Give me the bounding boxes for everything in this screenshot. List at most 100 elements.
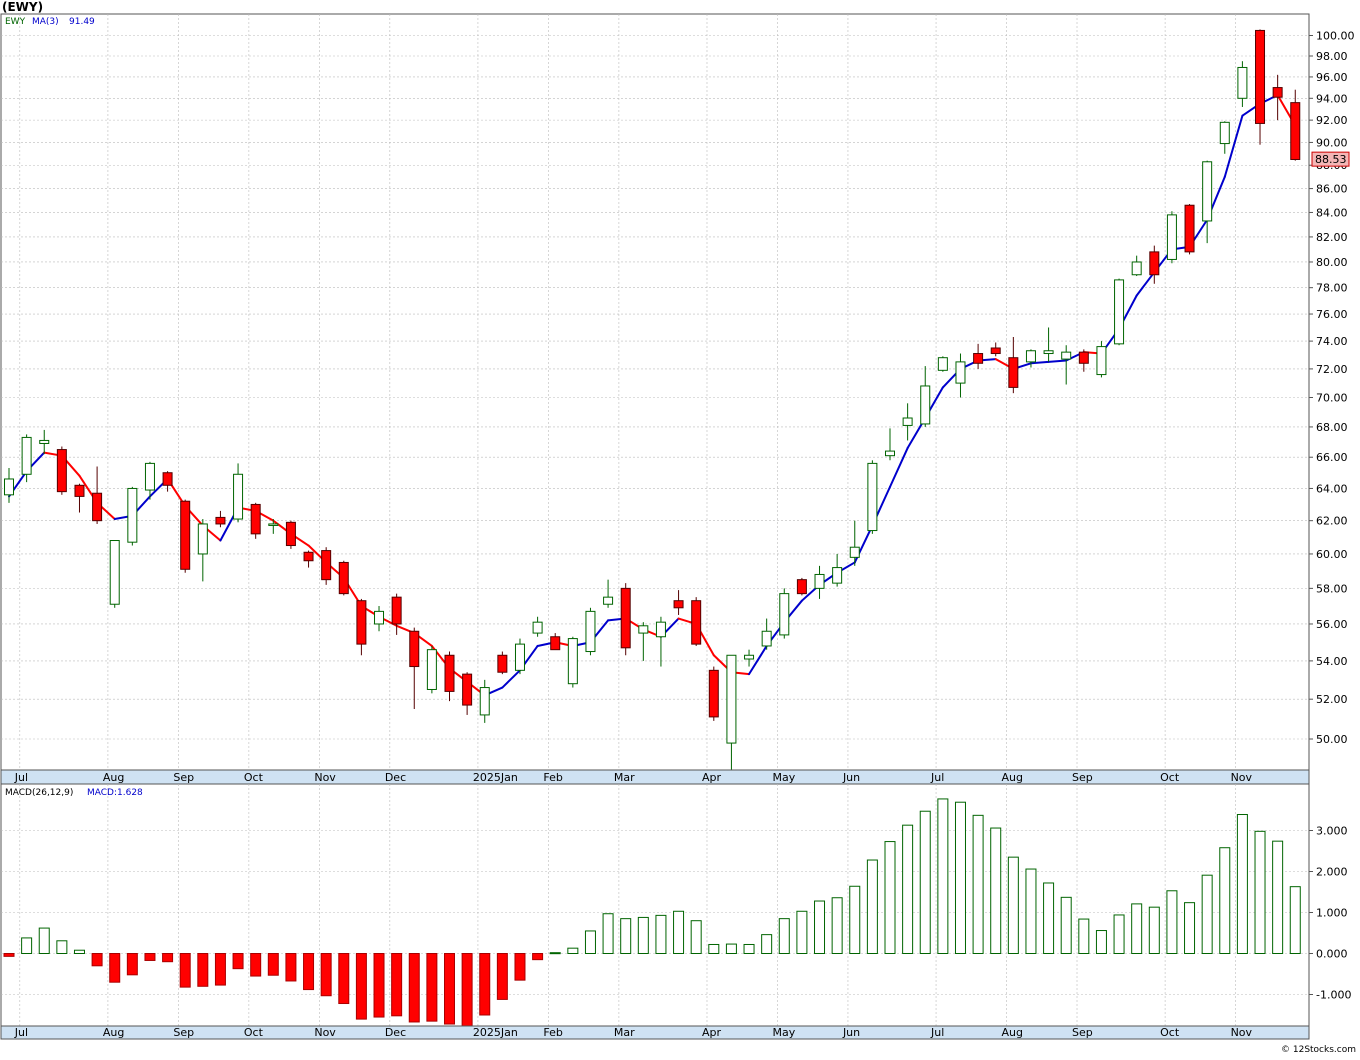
candle-body — [1149, 251, 1160, 276]
macd-month-label: Aug — [1002, 1026, 1023, 1039]
price-tick-label: 64.00 — [1316, 482, 1348, 495]
macd-month-label: Oct — [1160, 1026, 1180, 1039]
price-tick-label: 90.00 — [1316, 136, 1348, 149]
price-tick-label: 56.00 — [1316, 618, 1348, 631]
candle-body — [585, 610, 596, 653]
candle-body — [708, 669, 719, 718]
candle-body — [1219, 121, 1230, 145]
candle-down — [1272, 74, 1283, 121]
macd-bar-positive — [1289, 886, 1301, 954]
candle-up — [514, 638, 525, 675]
candle-up — [744, 649, 755, 667]
price-y-axis: 50.00 52.00 54.00 56.00 58.00 60.00 62.00 64.00… — [1309, 30, 1355, 746]
ma3-segment — [1223, 114, 1244, 178]
candle-down — [92, 466, 103, 524]
candle-body — [1290, 102, 1301, 160]
price-month-label: 2025Jan — [473, 771, 518, 784]
candle-body — [514, 643, 525, 671]
price-tick-label: 68.00 — [1316, 421, 1348, 434]
ma3-segment — [501, 669, 521, 689]
candlesticks — [4, 29, 1301, 775]
price-tick-label: 54.00 — [1316, 655, 1348, 668]
candle-down — [620, 583, 631, 656]
candle-up — [39, 429, 50, 455]
candle-body — [796, 579, 807, 595]
candle-body — [937, 357, 948, 371]
candle-body — [832, 567, 843, 584]
ma3-segment — [1135, 271, 1156, 297]
macd-bar-positive — [1219, 847, 1231, 954]
macd-bar-positive — [602, 913, 614, 954]
macd-bar-negative — [126, 953, 138, 976]
macd-bar-negative — [373, 953, 385, 1018]
macd-bar-negative — [461, 953, 473, 1027]
candle-body — [1114, 279, 1125, 345]
price-tick-label: 74.00 — [1316, 335, 1348, 348]
macd-bar-positive — [902, 824, 914, 954]
candle-up — [1219, 121, 1230, 154]
price-tick-label: 80.00 — [1316, 256, 1348, 269]
candle-up — [532, 616, 543, 637]
candle-down — [497, 651, 508, 675]
candle-down — [391, 593, 402, 635]
price-tick-label: 66.00 — [1316, 451, 1348, 464]
candle-up — [920, 366, 931, 427]
candle-body — [726, 654, 737, 744]
macd-bar-positive — [1025, 868, 1037, 954]
candle-down — [409, 627, 420, 709]
macd-legend-name: MACD: — [87, 788, 117, 798]
macd-bar-negative — [320, 953, 332, 997]
candle-down — [74, 483, 85, 513]
candle-body — [56, 449, 67, 493]
macd-bar-positive — [1254, 830, 1266, 955]
macd-month-label: Aug — [103, 1026, 124, 1039]
price-month-label: Aug — [1002, 771, 1023, 784]
candle-up — [4, 468, 14, 503]
macd-month-label: Nov — [314, 1026, 336, 1039]
price-tick-label: 70.00 — [1316, 392, 1348, 405]
candle-body — [109, 540, 120, 605]
candle-body — [550, 636, 561, 651]
macd-tick-label: 1.000 — [1316, 907, 1348, 920]
candle-body — [673, 600, 684, 609]
macd-bar-positive — [38, 927, 50, 955]
price-month-label: Nov — [1231, 771, 1253, 784]
macd-bar-positive — [761, 934, 773, 955]
price-tick-label: 76.00 — [1316, 308, 1348, 321]
candle-up — [479, 679, 490, 723]
candle-down — [303, 550, 314, 568]
macd-bar-positive — [73, 949, 85, 954]
candle-down — [180, 499, 191, 573]
candle-up — [233, 463, 244, 523]
candle-body — [409, 630, 420, 668]
candle-down — [215, 510, 226, 528]
macd-x-axis-band — [0, 1025, 1310, 1040]
macd-bar-negative — [109, 953, 121, 983]
candle-down — [691, 597, 702, 646]
candle-up — [761, 618, 772, 650]
candle-up — [585, 607, 596, 656]
candle-body — [567, 638, 578, 685]
candle-body — [39, 439, 50, 444]
ma-legend-value: 91.49 — [69, 17, 95, 27]
candle-body — [1255, 29, 1266, 124]
candle-body — [973, 353, 984, 364]
macd-legend-value: 1.628 — [117, 788, 143, 798]
macd-month-label: Sep — [1072, 1026, 1093, 1039]
macd-tick-label: 3.000 — [1316, 825, 1348, 838]
candle-down — [321, 547, 332, 585]
candle-up — [955, 353, 966, 398]
macd-bar-negative — [444, 953, 455, 1025]
candle-body — [215, 516, 226, 525]
macd-bar-positive — [778, 918, 790, 955]
candle-body — [990, 347, 1001, 355]
candle-down — [162, 471, 173, 492]
price-tick-label: 86.00 — [1316, 183, 1348, 196]
candle-up — [426, 645, 437, 694]
candle-body — [444, 654, 455, 692]
macd-bar-positive — [937, 798, 949, 954]
macd-bar-positive — [584, 930, 596, 955]
candle-up — [902, 403, 913, 441]
macd-bar-negative — [91, 953, 103, 967]
